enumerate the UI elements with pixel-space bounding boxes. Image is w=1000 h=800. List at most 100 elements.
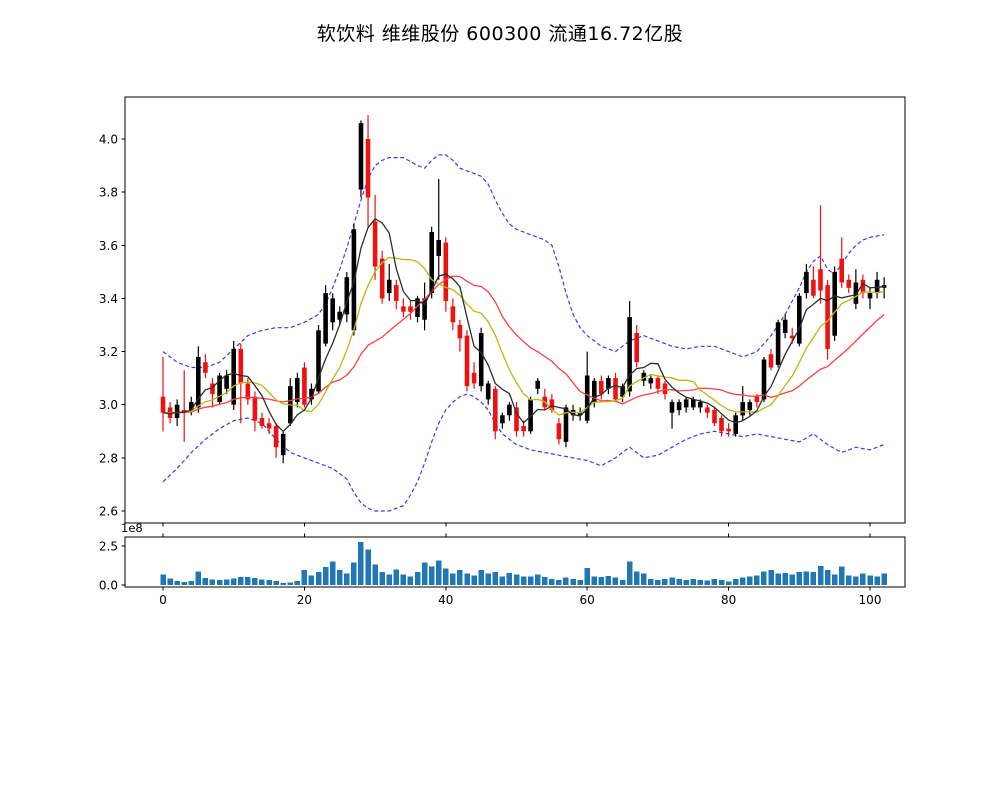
volume-bar (485, 573, 491, 585)
volume-bar (400, 574, 407, 585)
candle-body (599, 380, 604, 395)
volume-bar (358, 542, 364, 585)
x-tick-label: 40 (438, 593, 453, 607)
candle-body (500, 415, 505, 424)
volume-bar (789, 574, 795, 585)
candle-body (881, 285, 887, 288)
volume-bar (711, 578, 718, 585)
volume-bar (436, 560, 442, 585)
candle-body (804, 271, 809, 294)
candle-body (528, 399, 533, 432)
candle-body (309, 388, 314, 400)
candle-body (429, 232, 434, 294)
candle-body (825, 285, 830, 349)
candle-body (754, 396, 760, 402)
volume-bar (393, 569, 400, 585)
price-tick-label: 4.0 (99, 133, 118, 147)
candle-body (507, 404, 512, 416)
candle-body (471, 372, 477, 384)
volume-bar (181, 581, 187, 585)
price-tick-label: 2.6 (99, 505, 118, 519)
candle-body (860, 279, 866, 294)
chart-title: 软饮料 维维股份 600300 流通16.72亿股 (316, 23, 684, 45)
volume-bar (697, 579, 704, 585)
volume-bar (478, 570, 484, 585)
candle-body (189, 402, 194, 411)
volume-bar (443, 568, 449, 585)
candle-body (273, 426, 279, 448)
candle-body (386, 279, 392, 294)
candle-body (712, 410, 717, 424)
volume-bar (803, 571, 810, 585)
volume-bar (230, 578, 237, 585)
volume-bar (881, 573, 887, 585)
volume-bar (527, 576, 534, 585)
candle-body (775, 322, 781, 365)
candle-body (613, 378, 618, 400)
price-tick-label: 2.8 (99, 451, 118, 465)
volume-bar (450, 573, 456, 585)
candle-body (464, 335, 470, 387)
volume-bar (379, 571, 385, 585)
candle-body (231, 348, 236, 405)
volume-bar (839, 566, 845, 585)
x-tick-label: 100 (859, 593, 882, 607)
candle-body (719, 418, 724, 432)
candle-body (401, 306, 406, 312)
candle-body (160, 396, 166, 413)
volume-bar (216, 580, 223, 585)
candle-body (415, 298, 420, 317)
candle-body (846, 279, 852, 288)
volume-bar (188, 581, 194, 585)
volume-bar (329, 561, 336, 585)
candle-body (330, 298, 335, 323)
volume-bar (365, 549, 371, 585)
volume-bar (662, 578, 668, 585)
candle-body (203, 362, 208, 373)
volume-bar (259, 579, 265, 585)
candle-body (358, 123, 364, 190)
candle-body (337, 311, 342, 320)
candle-body (676, 402, 682, 411)
volume-bar (669, 577, 675, 585)
volume-bar (860, 573, 866, 585)
volume-bar (810, 571, 817, 585)
price-tick-label: 3.8 (99, 186, 118, 200)
ma-mid-yellow-line (162, 256, 885, 416)
volume-bar (428, 566, 435, 585)
volume-bar (160, 574, 166, 585)
candle-body (485, 383, 491, 400)
volume-bar (301, 570, 308, 585)
candle-body (655, 378, 661, 389)
candle-body (450, 306, 456, 323)
candle-body (867, 293, 873, 299)
volume-bar (492, 571, 498, 585)
candle-body (789, 335, 795, 339)
candle-body (457, 325, 463, 339)
candle-body (295, 378, 300, 402)
candle-body (224, 375, 229, 389)
candle-body (811, 279, 816, 296)
candle-body (478, 333, 484, 387)
volume-bar (238, 576, 244, 585)
volume-bar (535, 574, 541, 585)
candle-body (874, 279, 880, 294)
price-panel-frame (124, 96, 906, 524)
price-tick-label: 3.0 (99, 398, 118, 412)
volume-bar (209, 579, 216, 585)
volume-bar (577, 579, 583, 585)
volume-bar (556, 579, 562, 585)
candle-body (245, 383, 251, 400)
volume-bar (796, 571, 803, 585)
volume-bar (252, 578, 258, 585)
candle-body (422, 298, 427, 320)
candle-body (740, 402, 745, 416)
price-tick-label: 3.4 (99, 292, 118, 306)
volume-bar (457, 570, 463, 585)
volume-bar (471, 575, 477, 585)
x-tick-label: 20 (297, 593, 312, 607)
candle-body (634, 333, 639, 363)
volume-bar (563, 577, 569, 585)
candle-body (280, 433, 286, 456)
candle-body (174, 404, 180, 418)
